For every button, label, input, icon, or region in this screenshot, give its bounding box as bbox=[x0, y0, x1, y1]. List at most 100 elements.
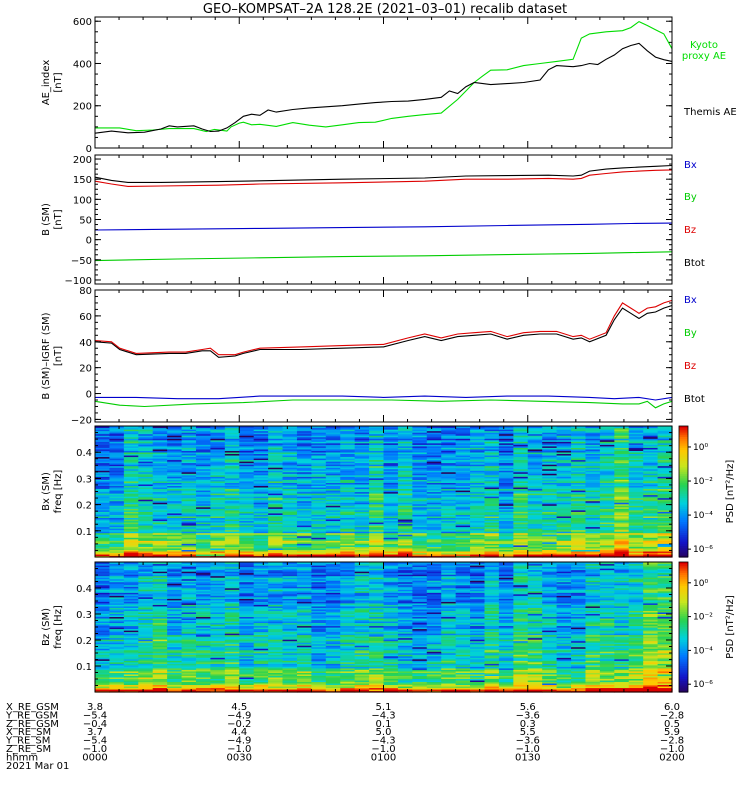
heatmap-cell bbox=[599, 505, 615, 508]
heatmap-cell bbox=[325, 537, 341, 540]
heatmap-cell bbox=[340, 435, 356, 438]
heatmap-cell bbox=[195, 537, 212, 540]
heatmap-cell bbox=[268, 497, 284, 500]
heatmap-cell bbox=[397, 447, 413, 450]
heatmap-cell bbox=[628, 540, 644, 543]
heatmap-cell bbox=[282, 483, 298, 486]
heatmap-cell bbox=[123, 489, 139, 493]
heatmap-cell bbox=[325, 486, 341, 490]
heatmap-cell bbox=[498, 448, 514, 451]
heatmap-cell bbox=[109, 679, 125, 683]
heatmap-cell bbox=[441, 532, 457, 535]
heatmap-cell bbox=[354, 474, 370, 477]
colorbar-tick-label: 10⁰ bbox=[693, 443, 708, 453]
heatmap-cell bbox=[354, 482, 370, 485]
heatmap-cell bbox=[484, 520, 500, 523]
heatmap-cell bbox=[383, 433, 399, 436]
heatmap-cell bbox=[369, 682, 385, 686]
heatmap-cell bbox=[484, 531, 500, 534]
heatmap-cell bbox=[195, 473, 212, 476]
heatmap-cell bbox=[369, 505, 385, 508]
heatmap-cell bbox=[282, 471, 298, 474]
heatmap-cell bbox=[95, 486, 111, 490]
heatmap-cell bbox=[268, 429, 284, 432]
heatmap-cell bbox=[210, 453, 226, 456]
heatmap-cell bbox=[599, 499, 615, 502]
heatmap-cell bbox=[599, 541, 615, 544]
heatmap-cell bbox=[585, 503, 601, 506]
heatmap-cell bbox=[340, 473, 356, 476]
heatmap-cell bbox=[138, 454, 154, 458]
heatmap-cell bbox=[527, 508, 543, 511]
heatmap-cell bbox=[455, 439, 471, 442]
heatmap-cell bbox=[628, 503, 644, 506]
heatmap-cell bbox=[181, 514, 197, 517]
heatmap-cell bbox=[571, 496, 587, 499]
heatmap-cell bbox=[426, 526, 442, 529]
heatmap-cell bbox=[455, 509, 471, 512]
heatmap-cell bbox=[484, 672, 500, 675]
heatmap-cell bbox=[311, 687, 327, 690]
heatmap-cell bbox=[253, 461, 269, 464]
colorbar-band bbox=[679, 482, 688, 486]
heatmap-cell bbox=[599, 483, 615, 486]
heatmap-cell bbox=[181, 679, 197, 683]
heatmap-cell bbox=[513, 538, 529, 541]
heatmap-cell bbox=[455, 684, 471, 687]
heatmap-cell bbox=[311, 520, 327, 523]
colorbar-band bbox=[679, 517, 688, 521]
heatmap-cell bbox=[397, 474, 413, 477]
heatmap-cell bbox=[325, 532, 341, 535]
heatmap-cell bbox=[599, 432, 615, 435]
heatmap-cell bbox=[311, 553, 327, 557]
heatmap-cell bbox=[643, 512, 659, 515]
heatmap-cell bbox=[152, 521, 168, 525]
heatmap-cell bbox=[296, 521, 312, 525]
heatmap-cell bbox=[354, 433, 370, 436]
heatmap-cell bbox=[311, 480, 327, 483]
heatmap-cell bbox=[181, 506, 197, 509]
heatmap-cell bbox=[195, 526, 212, 529]
heatmap-cell bbox=[340, 454, 356, 458]
heatmap-cell bbox=[585, 687, 601, 690]
heatmap-cell bbox=[571, 518, 587, 522]
heatmap-cell bbox=[657, 511, 673, 514]
heatmap-cell bbox=[181, 448, 197, 451]
heatmap-cell bbox=[571, 514, 587, 517]
heatmap-cell bbox=[397, 675, 413, 678]
heatmap-cell bbox=[571, 509, 587, 512]
heatmap-cell bbox=[657, 672, 673, 675]
heatmap-cell bbox=[412, 534, 428, 537]
heatmap-cell bbox=[571, 436, 587, 439]
heatmap-cell bbox=[484, 687, 500, 690]
heatmap-cell bbox=[513, 493, 529, 496]
heatmap-cell bbox=[239, 543, 255, 546]
heatmap-cell bbox=[542, 506, 558, 509]
heatmap-cell bbox=[484, 470, 500, 473]
heatmap-cell bbox=[268, 471, 284, 474]
heatmap-cell bbox=[109, 520, 125, 523]
colorbar-band bbox=[679, 535, 688, 538]
heatmap-cell bbox=[253, 687, 269, 690]
heatmap-cell bbox=[282, 477, 298, 480]
heatmap-cell bbox=[599, 427, 615, 430]
heatmap-cell bbox=[354, 426, 370, 429]
heatmap-cell bbox=[628, 515, 644, 518]
heatmap-cell bbox=[614, 688, 630, 692]
heatmap-cell bbox=[571, 491, 587, 494]
heatmap-cell bbox=[239, 445, 255, 448]
heatmap-cell bbox=[470, 457, 486, 461]
heatmap-cell bbox=[354, 684, 370, 687]
heatmap-cell bbox=[542, 451, 558, 455]
heatmap-cell bbox=[412, 537, 428, 540]
heatmap-cell bbox=[325, 508, 341, 511]
heatmap-cell bbox=[354, 493, 370, 496]
heatmap-cell bbox=[585, 544, 601, 547]
heatmap-cell bbox=[527, 432, 543, 435]
heatmap-cell bbox=[325, 479, 341, 482]
heatmap-cell bbox=[599, 473, 615, 476]
heatmap-cell bbox=[181, 479, 197, 482]
heatmap-cell bbox=[282, 505, 298, 508]
heatmap-cell bbox=[95, 488, 111, 491]
